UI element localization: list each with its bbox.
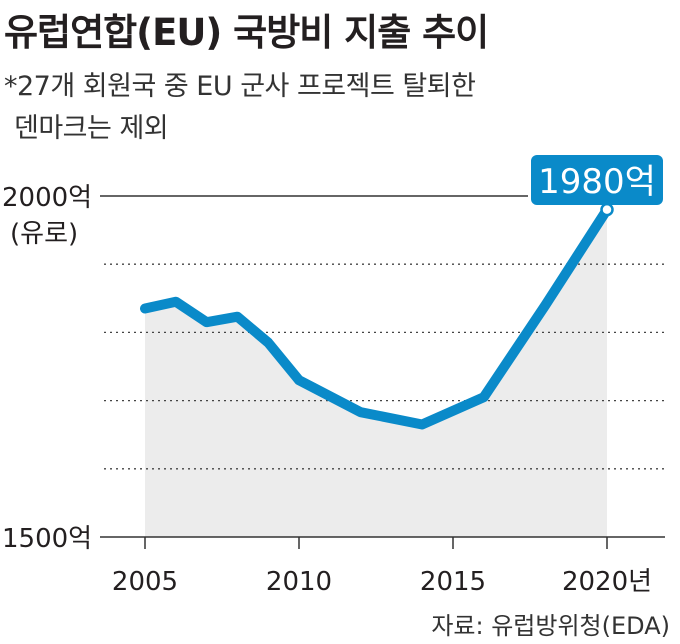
callout-label: 1980억 bbox=[538, 162, 656, 202]
y-unit-label: (유로) bbox=[10, 219, 78, 249]
chart-title: 유럽연합(EU) 국방비 지출 추이 bbox=[4, 11, 489, 54]
area-fill bbox=[145, 209, 607, 537]
y-tick-label: 1500억 bbox=[2, 524, 92, 554]
callout-box bbox=[531, 155, 663, 205]
line-layer bbox=[140, 204, 612, 430]
chart-note-line1: *27개 회원국 중 EU 군사 프로젝트 탈퇴한 bbox=[4, 71, 476, 102]
y-tick-label: 2000억 bbox=[2, 183, 92, 213]
chart-source: 자료: 유럽방위청(EDA) bbox=[431, 612, 670, 640]
area-layer bbox=[145, 209, 607, 537]
chart-note-line2: 덴마크는 제외 bbox=[14, 113, 169, 144]
x-tick-label: 2010 bbox=[266, 567, 332, 597]
tick-layer: 2005 2010 2015 2020년 1500억 2000억 (유로) bbox=[2, 183, 652, 597]
end-point-marker bbox=[600, 202, 614, 217]
x-tick-label: 2005 bbox=[112, 567, 178, 597]
x-tick-label: 2015 bbox=[420, 567, 486, 597]
callout-layer: 1980억 bbox=[528, 152, 666, 217]
x-tick-label: 2020년 bbox=[562, 567, 652, 597]
